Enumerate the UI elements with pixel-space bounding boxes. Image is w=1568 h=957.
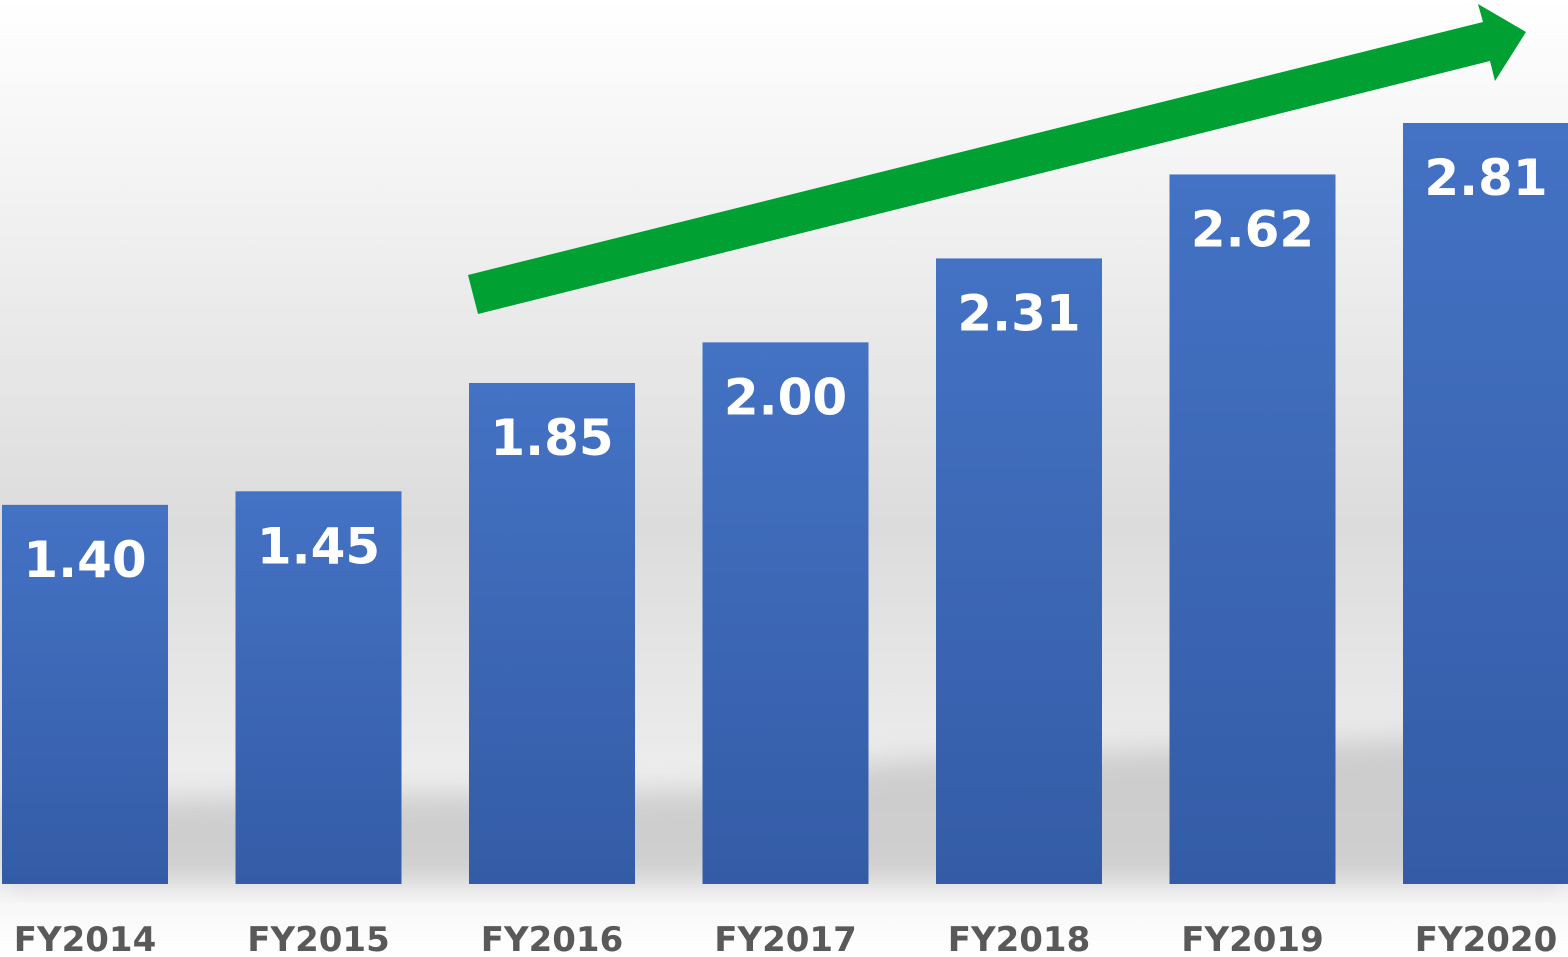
x-tick-label: FY2016 [481,920,623,957]
x-tick-label: FY2014 [14,920,156,957]
trend-arrow [468,4,1526,314]
bar [235,491,402,884]
x-tick-label: FY2020 [1415,920,1557,957]
value-label: 1.85 [490,409,613,467]
x-tick-label: FY2017 [714,920,856,957]
bar [1403,123,1568,884]
x-tick-label: FY2018 [948,920,1090,957]
bar [936,258,1102,884]
x-tick-label: FY2019 [1181,920,1323,957]
value-label: 2.00 [724,368,847,426]
value-label: 2.81 [1424,149,1547,207]
value-label: 1.40 [23,531,146,589]
bar [1169,174,1336,885]
bar [2,504,168,884]
x-tick-label: FY2015 [247,920,389,957]
bar [469,382,635,884]
value-label: 2.31 [957,284,1080,342]
value-label: 2.62 [1191,200,1314,258]
bar [702,342,869,884]
value-label: 1.45 [257,517,380,575]
